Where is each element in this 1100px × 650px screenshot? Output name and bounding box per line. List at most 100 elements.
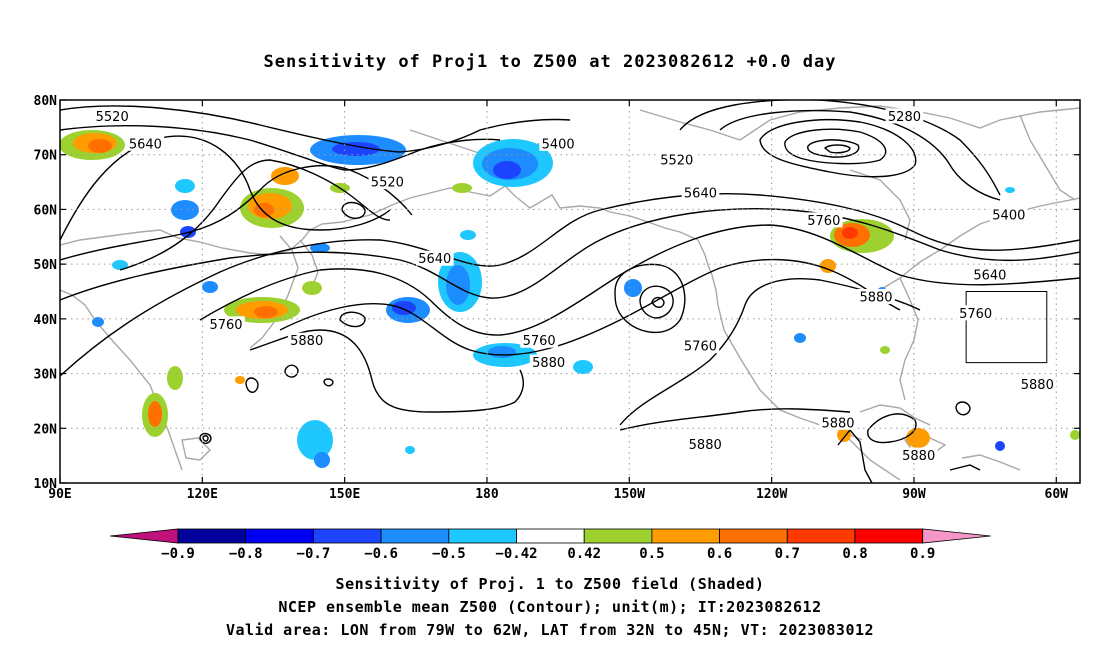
colorbar-label: 0.6 <box>707 546 732 562</box>
colorbar-swatch <box>786 528 856 544</box>
contour-label: 5760 <box>684 340 717 355</box>
lon-tick-label: 150E <box>329 487 360 502</box>
contour-label-bg <box>956 305 995 321</box>
contour-label: 5520 <box>371 176 404 191</box>
colorbar-swatch <box>583 528 653 544</box>
contour-label: 5880 <box>821 416 854 431</box>
lon-tick-label: 120E <box>187 487 218 502</box>
contour-label-bg <box>885 108 924 124</box>
contour-label: 5880 <box>290 334 323 349</box>
z500-contours <box>60 100 1080 483</box>
contour-label-bg <box>971 267 1009 283</box>
colorbar-swatch <box>380 528 450 544</box>
contour-label-bg <box>805 212 843 228</box>
lat-tick-label: 30N <box>34 368 58 383</box>
colorbar-swatch <box>516 528 585 544</box>
contour-label: 5760 <box>209 318 242 333</box>
colorbar-label: −0.7 <box>297 546 331 562</box>
contour-label: 5880 <box>689 438 722 453</box>
contour-label: 5760 <box>523 334 556 349</box>
colorbar-label: 0.5 <box>639 546 664 562</box>
contour-label-bg <box>93 108 131 124</box>
caption-line-2: NCEP ensemble mean Z500 (Contour); unit(… <box>278 598 821 616</box>
lon-tick-label: 120W <box>756 487 787 502</box>
lat-tick-label: 10N <box>34 477 58 492</box>
contour-label-bg <box>857 288 895 304</box>
lat-tick-label: 60N <box>34 203 58 218</box>
colorbar-swatch <box>177 528 247 544</box>
contour-label: 5400 <box>992 208 1025 223</box>
contour-label-bg <box>520 332 558 348</box>
contour-label: 5640 <box>973 269 1006 284</box>
colorbar-label: 0.9 <box>910 546 935 562</box>
colorbar-swatch <box>854 528 924 544</box>
contour-label: 5880 <box>859 290 892 305</box>
colorbar-swatch <box>651 528 721 544</box>
contour-label: 5280 <box>888 110 921 125</box>
lon-tick-label: 150W <box>614 487 645 502</box>
contour-label-bg <box>415 250 454 266</box>
caption-block: Sensitivity of Proj. 1 to Z500 field (Sh… <box>226 575 874 639</box>
contour-label-bg <box>681 338 720 354</box>
contour-label-bg <box>126 135 165 151</box>
colorbar-label: −0.42 <box>495 546 537 562</box>
sensitivity-shading <box>60 130 1080 468</box>
contour-label-bg <box>287 332 326 348</box>
contour-label-bg <box>368 174 407 190</box>
lat-tick-label: 70N <box>34 149 58 164</box>
contour-label: 5520 <box>660 154 693 169</box>
contour-label-bg <box>686 436 725 452</box>
contour-label-bg <box>1018 376 1057 392</box>
colorbar-label: −0.9 <box>161 546 195 562</box>
lat-tick-label: 40N <box>34 313 58 328</box>
colorbar: −0.9 −0.8 −0.7 −0.6 −0.5 −0.42 0.42 0.5 0.6 0.7 0.… <box>109 528 991 562</box>
valid-area-box <box>965 291 1048 364</box>
map-frame <box>59 99 1081 484</box>
contour-label: 5760 <box>807 214 840 229</box>
contour-label-bg <box>819 414 857 430</box>
contour-label-bg <box>539 135 577 151</box>
lat-tick-label: 50N <box>34 258 58 273</box>
colorbar-swatch <box>312 528 382 544</box>
contour-label: 5640 <box>684 187 717 202</box>
contour-label: 5520 <box>96 110 129 125</box>
lon-tick-label: 90E <box>48 487 71 502</box>
lon-tick-label: 60W <box>1045 487 1069 502</box>
contour-label: 5400 <box>542 137 575 152</box>
colorbar-arrow-high <box>922 528 991 544</box>
contour-label: 5760 <box>959 307 992 322</box>
contour-label-bg <box>899 447 938 463</box>
contour-label-bg <box>681 185 720 201</box>
contour-label: 5640 <box>129 137 162 152</box>
contour-label-bg <box>657 152 696 168</box>
contour-label: 5880 <box>902 449 935 464</box>
caption-line-1: Sensitivity of Proj. 1 to Z500 field (Sh… <box>336 575 765 593</box>
map-title: Sensitivity of Proj1 to Z500 at 20230826… <box>264 52 837 72</box>
colorbar-swatch <box>448 528 517 544</box>
lat-tick-label: 20N <box>34 422 58 437</box>
lon-tick-label: 90W <box>902 487 926 502</box>
contour-label-bg <box>529 354 568 370</box>
colorbar-label: −0.6 <box>364 546 398 562</box>
axis-ticks: 90E 120E 150E 180 150W 120W 90W 60W 80N 70N 60N 50N… <box>34 94 1080 502</box>
lat-tick-label: 80N <box>34 94 58 109</box>
contour-label-bg <box>990 206 1028 222</box>
colorbar-swatch <box>719 528 788 544</box>
contour-label-bg <box>207 316 245 332</box>
colorbar-label: 0.7 <box>775 546 800 562</box>
gridlines <box>60 100 1080 483</box>
colorbar-label: 0.42 <box>567 546 601 562</box>
lon-tick-label: 180 <box>475 487 499 502</box>
contour-label: 5880 <box>532 356 565 371</box>
contour-label: 5880 <box>1021 378 1054 393</box>
colorbar-arrow-low <box>109 528 179 544</box>
colorbar-label: −0.5 <box>432 546 466 562</box>
colorbar-label: −0.8 <box>229 546 263 562</box>
colorbar-label: 0.8 <box>842 546 867 562</box>
coastlines <box>60 105 1080 481</box>
caption-line-3: Valid area: LON from 79W to 62W, LAT fro… <box>226 621 874 639</box>
contour-label: 5640 <box>418 252 451 267</box>
